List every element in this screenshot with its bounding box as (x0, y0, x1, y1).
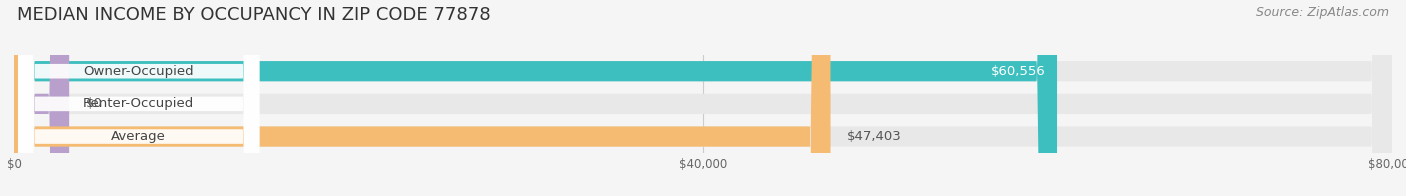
Text: $0: $0 (86, 97, 103, 110)
Text: MEDIAN INCOME BY OCCUPANCY IN ZIP CODE 77878: MEDIAN INCOME BY OCCUPANCY IN ZIP CODE 7… (17, 6, 491, 24)
FancyBboxPatch shape (18, 0, 259, 196)
Text: Source: ZipAtlas.com: Source: ZipAtlas.com (1256, 6, 1389, 19)
Text: Renter-Occupied: Renter-Occupied (83, 97, 194, 110)
Text: Owner-Occupied: Owner-Occupied (83, 65, 194, 78)
FancyBboxPatch shape (14, 0, 69, 196)
FancyBboxPatch shape (14, 0, 1057, 196)
Text: $47,403: $47,403 (846, 130, 901, 143)
FancyBboxPatch shape (14, 0, 831, 196)
Text: $60,556: $60,556 (991, 65, 1046, 78)
Text: Average: Average (111, 130, 166, 143)
FancyBboxPatch shape (18, 0, 259, 196)
FancyBboxPatch shape (14, 0, 1392, 196)
FancyBboxPatch shape (14, 0, 1392, 196)
FancyBboxPatch shape (14, 0, 1392, 196)
FancyBboxPatch shape (18, 0, 259, 196)
